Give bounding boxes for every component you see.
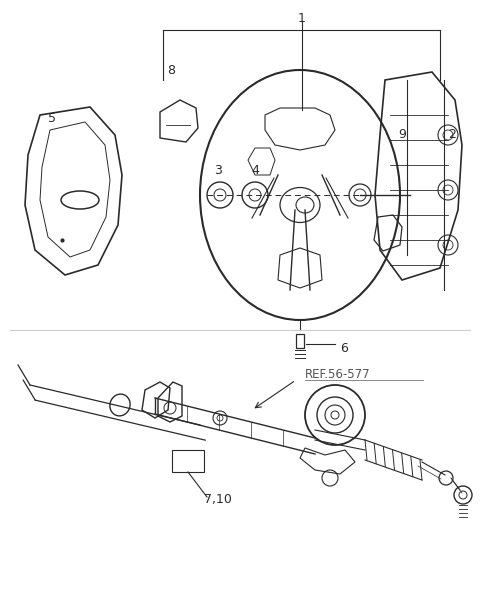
Text: 8: 8 bbox=[167, 64, 175, 76]
Text: 1: 1 bbox=[298, 11, 306, 24]
Text: 5: 5 bbox=[48, 111, 56, 125]
Text: 4: 4 bbox=[251, 163, 259, 177]
Text: 9: 9 bbox=[398, 128, 406, 142]
Text: 2: 2 bbox=[448, 128, 456, 142]
Text: 3: 3 bbox=[214, 163, 222, 177]
Text: REF.56-577: REF.56-577 bbox=[305, 368, 371, 382]
Text: 6: 6 bbox=[340, 341, 348, 355]
Text: 7,10: 7,10 bbox=[204, 494, 232, 506]
